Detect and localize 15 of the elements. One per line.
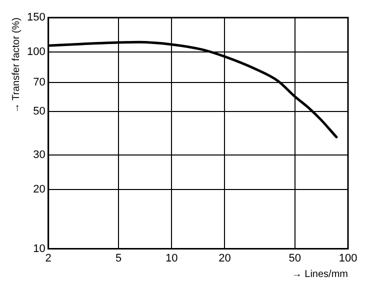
y-tick-label: 30 <box>33 149 46 162</box>
x-tick-label: 50 <box>288 252 302 264</box>
y-tick-label: 20 <box>33 184 46 196</box>
y-tick-label: 150 <box>26 12 46 24</box>
y-tick-label: 50 <box>33 105 46 118</box>
y-tick-label: 70 <box>33 76 46 89</box>
x-tick-label: 2 <box>45 252 52 264</box>
x-tick-label: 10 <box>166 252 178 264</box>
x-tick-label: 100 <box>338 252 358 264</box>
x-tick-label: 20 <box>218 252 231 264</box>
x-tick-label: 5 <box>115 252 122 264</box>
x-axis-title: → Lines/mm <box>292 268 348 280</box>
y-tick-label: 100 <box>26 46 46 58</box>
y-tick-label: 10 <box>33 242 46 255</box>
y-axis-title: → Transfer factor (%) <box>10 18 22 114</box>
